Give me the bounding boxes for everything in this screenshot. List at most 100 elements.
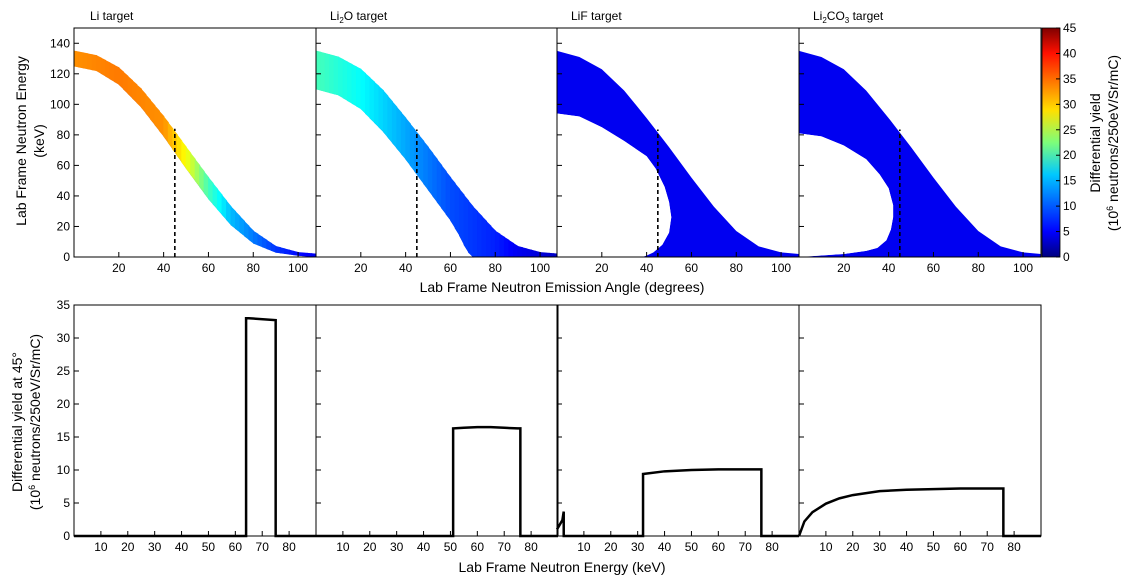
x-tick-label: 100 (530, 261, 550, 275)
colorbar-tick-label: 25 (1063, 123, 1077, 137)
x-tick-label: 20 (354, 261, 368, 275)
x-tick-label: 100 (771, 261, 791, 275)
heatmap-panel-li: 20 40 60 80 100 0 20 40 60 80 100 120 140 (50, 27, 317, 275)
heatmap-panel-li2o: 20 40 60 80 100 (315, 27, 559, 275)
x-tick-label: 50 (685, 540, 699, 554)
yield-panel-li: 10 20 30 40 50 60 70 80 0 5 10 15 20 25 30 35 (57, 298, 317, 554)
panel-title-lif: LiF target (571, 9, 622, 23)
top-y-axis-label-line1: Lab Frame Neutron Energy (13, 56, 29, 226)
x-tick-label: 60 (954, 540, 968, 554)
yield-panel-li2o: 10 20 30 40 50 60 70 80 (315, 304, 559, 554)
x-tick-label: 80 (765, 540, 779, 554)
x-tick-label: 30 (148, 540, 162, 554)
x-tick-label: 80 (247, 261, 261, 275)
y-tick-label: 120 (50, 67, 70, 81)
y-tick-label: 20 (57, 397, 71, 411)
colorbar-tick-label: 10 (1063, 199, 1077, 213)
y-tick-label: 0 (63, 529, 70, 543)
x-tick-label: 10 (336, 540, 350, 554)
yield-frame (73, 304, 317, 537)
colorbar-tick-label: 5 (1063, 225, 1070, 239)
heatmap-panel-lif: 20 40 60 80 100 (556, 27, 800, 275)
x-tick-label: 20 (604, 540, 618, 554)
x-tick-label: 100 (288, 261, 308, 275)
x-tick-label: 80 (489, 261, 503, 275)
x-tick-label: 30 (873, 540, 887, 554)
x-tick-label: 60 (471, 540, 485, 554)
y-tick-label: 30 (57, 331, 71, 345)
x-tick-label: 60 (712, 540, 726, 554)
panel-title-li2co3: Li2CO3 target (813, 9, 884, 25)
bottom-y-axis-label-line2: (106 neutrons/250eV/Sr/mC) (27, 334, 43, 510)
x-tick-label: 80 (524, 540, 538, 554)
y-tick-label: 15 (57, 430, 71, 444)
x-tick-label: 20 (595, 261, 609, 275)
x-tick-label: 80 (730, 261, 744, 275)
x-tick-label: 70 (739, 540, 753, 554)
x-tick-label: 10 (94, 540, 108, 554)
x-tick-label: 30 (390, 540, 404, 554)
heatmap-band (799, 50, 1041, 258)
x-tick-label: 100 (1013, 261, 1033, 275)
x-tick-label: 70 (498, 540, 512, 554)
colorbar (1041, 27, 1061, 258)
yield-curve (74, 316, 316, 538)
colorbar-tick-label: 45 (1063, 21, 1077, 35)
colorbar-tick-label: 0 (1063, 250, 1070, 264)
panel-title-li2o: Li2O target (330, 9, 388, 25)
x-tick-label: 70 (256, 540, 270, 554)
y-tick-label: 0 (63, 250, 70, 264)
x-tick-label: 20 (837, 261, 851, 275)
heatmap-background (316, 28, 558, 257)
x-tick-label: 80 (1007, 540, 1021, 554)
x-tick-label: 50 (927, 540, 941, 554)
x-tick-label: 10 (577, 540, 591, 554)
colorbar-label-line2: (106 neutrons/250eV/Sr/mC) (1105, 55, 1121, 231)
yield-frame (556, 304, 800, 537)
x-tick-label: 50 (444, 540, 458, 554)
x-tick-label: 30 (631, 540, 645, 554)
y-tick-label: 60 (57, 158, 71, 172)
yield-curve (555, 468, 799, 538)
x-tick-label: 40 (175, 540, 189, 554)
top-x-axis-label: Lab Frame Neutron Emission Angle (degree… (420, 279, 705, 295)
bottom-y-axis-label-line1: Differential yield at 45° (9, 352, 25, 492)
heatmap-panel-li2co3: 20 40 60 80 100 (798, 27, 1042, 275)
bottom-x-axis-label: Lab Frame Neutron Energy (keV) (459, 559, 666, 575)
x-tick-label: 20 (363, 540, 377, 554)
y-tick-label: 10 (57, 463, 71, 477)
panel-title-li: Li target (90, 9, 134, 23)
x-tick-label: 60 (444, 261, 458, 275)
yield-curve (797, 487, 1041, 538)
y-tick-label: 140 (50, 36, 70, 50)
x-tick-label: 60 (202, 261, 216, 275)
colorbar-ticks: 0 5 10 15 20 25 30 35 40 45 (1056, 21, 1077, 264)
yield-curve (316, 425, 558, 538)
x-tick-label: 20 (121, 540, 135, 554)
x-tick-label: 60 (685, 261, 699, 275)
colorbar-tick-label: 15 (1063, 174, 1077, 188)
x-tick-label: 80 (972, 261, 986, 275)
x-tick-label: 70 (981, 540, 995, 554)
x-tick-label: 20 (112, 261, 126, 275)
y-tick-label: 25 (57, 364, 71, 378)
x-tick-label: 60 (229, 540, 243, 554)
x-tick-label: 40 (399, 261, 413, 275)
y-tick-label: 40 (57, 189, 71, 203)
top-y-axis-label-line2: (keV) (31, 124, 47, 157)
y-tick-label: 35 (57, 298, 71, 312)
x-tick-label: 40 (157, 261, 171, 275)
colorbar-tick-label: 20 (1063, 148, 1077, 162)
x-tick-label: 80 (282, 540, 296, 554)
x-tick-label: 10 (819, 540, 833, 554)
heatmap-frame (798, 27, 1042, 258)
colorbar-tick-label: 30 (1063, 97, 1077, 111)
y-tick-label: 80 (57, 128, 71, 142)
x-tick-label: 40 (417, 540, 431, 554)
colorbar-label-line1: Differential yield (1087, 93, 1103, 192)
heatmap-background (74, 28, 316, 257)
x-tick-label: 60 (927, 261, 941, 275)
x-tick-label: 40 (640, 261, 654, 275)
heatmap-empty-region (557, 113, 672, 257)
